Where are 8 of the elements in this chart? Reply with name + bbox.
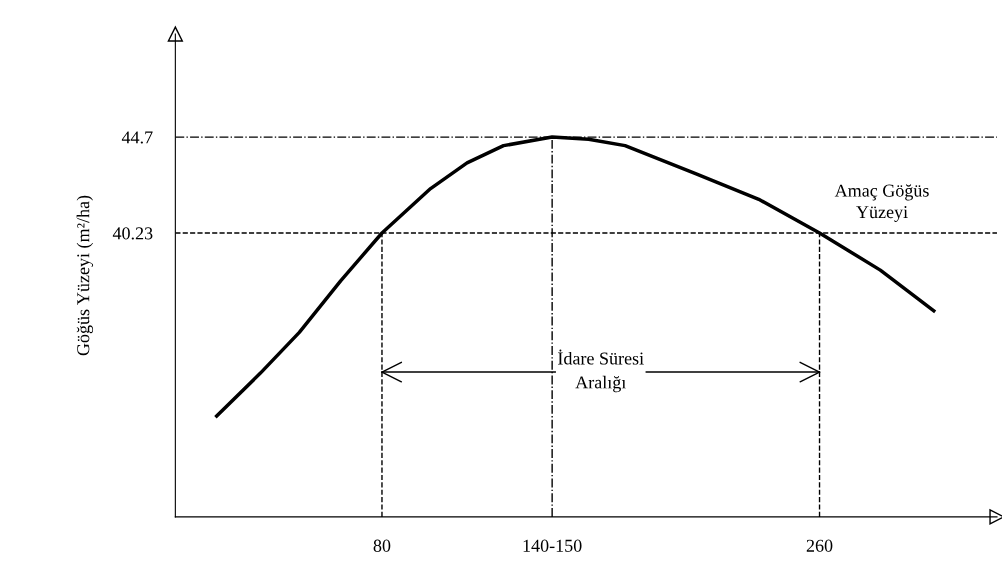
- y-tick-label: 40.23: [112, 227, 153, 240]
- y-axis-title: Göğüs Yüzeyi (m²/ha): [76, 195, 94, 356]
- x-tick-label: 80: [373, 539, 391, 552]
- annotation: Amaç Göğüs Yüzeyi: [834, 184, 929, 222]
- x-tick-label: 140-150: [523, 539, 582, 552]
- annotation: İdare Süresi Aralığı: [558, 349, 644, 393]
- x-tick-label: 260: [806, 539, 833, 552]
- y-tick-label: 44.7: [121, 131, 153, 144]
